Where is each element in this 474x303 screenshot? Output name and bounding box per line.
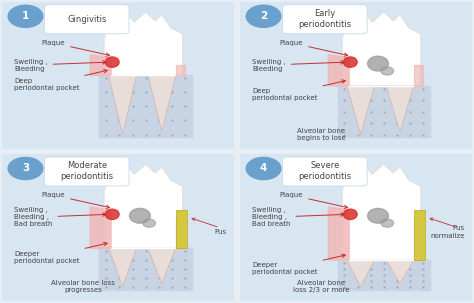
Text: 4: 4	[260, 164, 267, 174]
Text: Plaque: Plaque	[280, 40, 347, 56]
Text: Swelling ,
Bleeding: Swelling , Bleeding	[14, 58, 106, 72]
Ellipse shape	[129, 208, 150, 223]
Ellipse shape	[381, 67, 393, 75]
Ellipse shape	[105, 57, 119, 67]
Polygon shape	[342, 164, 421, 260]
Polygon shape	[337, 260, 430, 290]
Polygon shape	[414, 65, 423, 86]
FancyBboxPatch shape	[45, 5, 129, 34]
Ellipse shape	[368, 56, 388, 71]
Text: Alveolar bone
begins to lose: Alveolar bone begins to lose	[297, 128, 346, 141]
Text: 3: 3	[22, 164, 29, 174]
Ellipse shape	[105, 209, 119, 219]
Polygon shape	[328, 207, 349, 260]
Text: Severe
periodontitis: Severe periodontitis	[298, 161, 351, 181]
Polygon shape	[104, 12, 182, 75]
Polygon shape	[328, 55, 349, 86]
Polygon shape	[386, 86, 414, 132]
Ellipse shape	[343, 57, 357, 67]
FancyBboxPatch shape	[237, 152, 474, 303]
FancyBboxPatch shape	[45, 157, 129, 186]
FancyBboxPatch shape	[0, 152, 237, 303]
Polygon shape	[386, 260, 414, 284]
Polygon shape	[104, 164, 182, 248]
Polygon shape	[90, 207, 111, 248]
Polygon shape	[337, 86, 430, 138]
Text: Swelling ,
Bleeding ,
Bad breath: Swelling , Bleeding , Bad breath	[252, 207, 344, 227]
Polygon shape	[109, 248, 137, 287]
Text: Swelling ,
Bleeding ,
Bad breath: Swelling , Bleeding , Bad breath	[14, 207, 106, 227]
Text: Plaque: Plaque	[42, 192, 109, 208]
FancyBboxPatch shape	[237, 0, 474, 152]
Text: Moderate
periodontitis: Moderate periodontitis	[60, 161, 113, 181]
Ellipse shape	[368, 208, 388, 223]
Text: Swelling ,
Bleeding: Swelling , Bleeding	[252, 58, 344, 72]
Text: Plaque: Plaque	[42, 40, 109, 56]
Text: Alveolar bone loss
progresses: Alveolar bone loss progresses	[51, 280, 115, 293]
Text: 1: 1	[22, 11, 29, 21]
Circle shape	[8, 5, 43, 27]
Polygon shape	[90, 55, 111, 75]
Ellipse shape	[343, 209, 357, 219]
FancyBboxPatch shape	[283, 5, 367, 34]
Polygon shape	[347, 260, 374, 287]
FancyBboxPatch shape	[283, 157, 367, 186]
Polygon shape	[414, 210, 425, 260]
Polygon shape	[414, 217, 423, 260]
Text: Early
periodontitis: Early periodontitis	[298, 9, 351, 29]
Circle shape	[8, 158, 43, 180]
Text: Deep
periodontal pocket: Deep periodontal pocket	[14, 69, 107, 91]
Text: Deeper
periodontal pocket: Deeper periodontal pocket	[14, 242, 107, 264]
Ellipse shape	[143, 219, 155, 227]
Polygon shape	[148, 75, 176, 132]
Text: Pus
normalize: Pus normalize	[430, 225, 465, 239]
Text: Deeper
periodontal pocket: Deeper periodontal pocket	[252, 254, 346, 275]
Text: Plaque: Plaque	[280, 192, 347, 208]
Polygon shape	[176, 217, 185, 248]
Polygon shape	[176, 65, 185, 75]
Text: Alveolar bone
loss 2/3 or more: Alveolar bone loss 2/3 or more	[293, 280, 350, 293]
Polygon shape	[100, 248, 192, 290]
Polygon shape	[148, 248, 176, 284]
Text: Gingivitis: Gingivitis	[67, 15, 107, 24]
Circle shape	[246, 158, 281, 180]
Polygon shape	[176, 210, 187, 248]
Polygon shape	[347, 86, 374, 135]
Polygon shape	[109, 75, 137, 135]
Polygon shape	[100, 75, 192, 138]
Ellipse shape	[381, 219, 393, 227]
Text: 2: 2	[260, 11, 267, 21]
Text: Deep
periodontal pocket: Deep periodontal pocket	[252, 80, 346, 101]
Circle shape	[246, 5, 281, 27]
Text: Pus: Pus	[214, 229, 227, 235]
Polygon shape	[342, 12, 421, 86]
FancyBboxPatch shape	[0, 0, 237, 152]
